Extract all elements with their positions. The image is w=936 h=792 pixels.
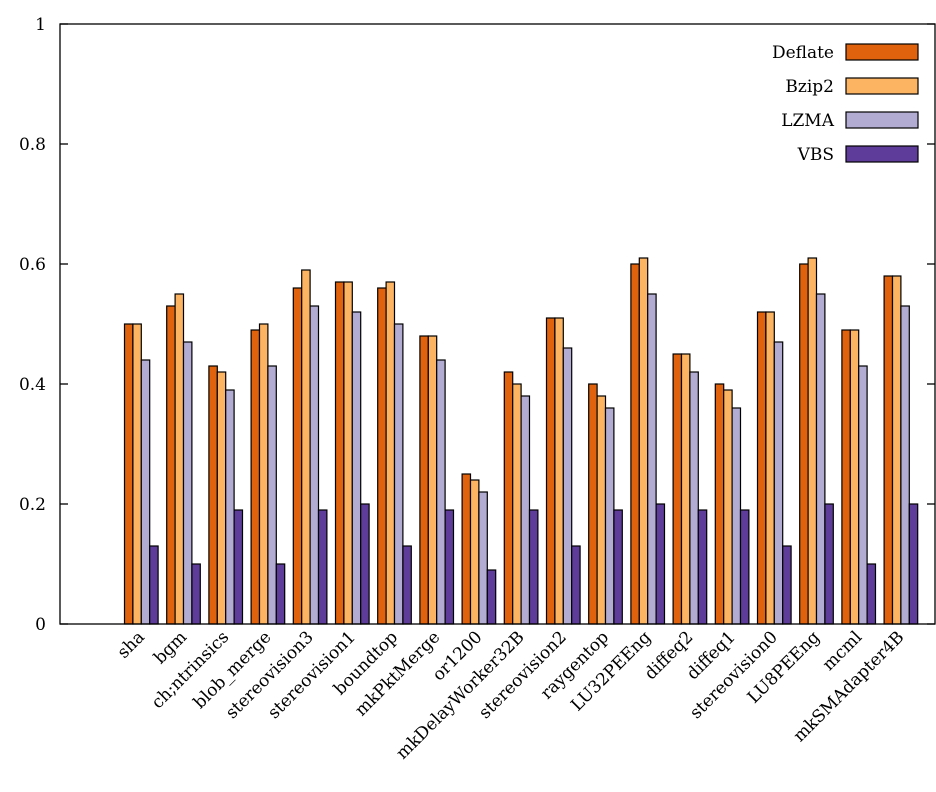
bar-vbs-0 xyxy=(149,545,159,625)
bar-vbs-5 xyxy=(360,503,370,625)
bar-lzma-1 xyxy=(182,341,193,625)
bar-bzip2-10 xyxy=(554,317,564,625)
bar-bzip2-5 xyxy=(343,281,353,625)
bar-bzip2-9 xyxy=(512,383,522,625)
bar-deflate-12 xyxy=(630,263,640,625)
bar-lzma-0 xyxy=(140,359,151,625)
bar-lzma-18 xyxy=(900,305,910,625)
bar-lzma-6 xyxy=(393,323,404,625)
bar-lzma-16 xyxy=(815,293,826,625)
bar-deflate-17 xyxy=(841,329,851,625)
bar-deflate-14 xyxy=(714,383,725,625)
bar-vbs-12 xyxy=(655,503,666,625)
bar-lzma-14 xyxy=(731,407,742,625)
bar-vbs-15 xyxy=(782,545,792,625)
category-labels: sha bgmch;ntrinsicsblob_mergestereovision… xyxy=(114,627,909,763)
y-tick-label: 0.8 xyxy=(19,135,46,155)
bar-deflate-1 xyxy=(166,305,176,625)
bar-bzip2-1 xyxy=(174,293,185,625)
bar-lzma-2 xyxy=(225,389,235,625)
bar-bzip2-16 xyxy=(807,257,818,625)
bar-deflate-13 xyxy=(672,353,683,625)
bar-deflate-10 xyxy=(545,317,556,625)
legend-label-bzip2: Bzip2 xyxy=(785,77,834,97)
bar-vbs-16 xyxy=(824,503,834,625)
bar-bzip2-7 xyxy=(427,335,438,625)
legend-swatch-vbs xyxy=(845,145,919,163)
category-label: sha xyxy=(114,627,149,662)
plot-frame xyxy=(59,23,936,625)
bar-lzma-17 xyxy=(858,365,868,625)
bar-vbs-7 xyxy=(444,509,455,625)
bar-vbs-18 xyxy=(908,503,919,625)
bar-deflate-3 xyxy=(250,329,261,625)
bar-deflate-5 xyxy=(334,281,345,625)
bar-vbs-13 xyxy=(697,509,708,625)
bar-deflate-9 xyxy=(503,371,514,625)
bar-vbs-9 xyxy=(528,509,539,625)
legend-swatch-lzma xyxy=(845,111,919,129)
bar-deflate-11 xyxy=(588,383,598,625)
bar-lzma-7 xyxy=(436,359,446,625)
bar-lzma-15 xyxy=(773,341,784,625)
bar-bzip2-3 xyxy=(258,323,269,625)
bar-bzip2-12 xyxy=(638,257,649,625)
bar-lzma-10 xyxy=(562,347,573,625)
legend-label-vbs: VBS xyxy=(797,145,834,165)
bar-vbs-4 xyxy=(317,509,328,625)
bar-lzma-3 xyxy=(267,365,277,625)
bar-bzip2-4 xyxy=(301,269,311,625)
y-axis-ticks: 0 0.2 0.4 0.6 0.8 1 xyxy=(19,15,935,635)
bar-lzma-5 xyxy=(351,311,362,625)
bar-bzip2-13 xyxy=(680,353,691,625)
bar-bzip2-11 xyxy=(596,395,607,625)
bar-lzma-9 xyxy=(520,395,531,625)
legend-swatch-deflate xyxy=(845,43,919,61)
bar-bzip2-8 xyxy=(469,479,480,625)
bar-vbs-17 xyxy=(866,563,877,625)
legend-label-deflate: Deflate xyxy=(772,43,834,63)
bar-deflate-18 xyxy=(883,275,894,625)
y-tick-label: 0 xyxy=(35,615,46,635)
bar-vbs-1 xyxy=(191,563,201,625)
bar-bzip2-2 xyxy=(216,371,227,625)
bar-deflate-4 xyxy=(292,287,303,625)
bar-deflate-2 xyxy=(208,365,218,625)
bar-bzip2-0 xyxy=(132,323,142,625)
legend: Deflate Bzip2 LZMA VBS xyxy=(772,43,919,165)
bar-vbs-6 xyxy=(402,545,412,625)
bar-bzip2-6 xyxy=(385,281,396,625)
y-tick-label: 1 xyxy=(35,15,46,35)
bar-lzma-8 xyxy=(478,491,488,625)
bar-deflate-15 xyxy=(756,311,767,625)
legend-swatch-bzip2 xyxy=(845,77,919,95)
bar-deflate-0 xyxy=(123,323,134,625)
bar-lzma-11 xyxy=(604,407,615,625)
bar-deflate-7 xyxy=(419,335,429,625)
bar-vbs-10 xyxy=(571,545,581,625)
y-tick-label: 0.6 xyxy=(19,255,46,275)
bar-vbs-11 xyxy=(613,509,623,625)
bar-vbs-3 xyxy=(275,563,286,625)
bar-vbs-2 xyxy=(233,509,244,625)
bar-vbs-8 xyxy=(486,569,497,625)
bar-bzip2-14 xyxy=(723,389,733,625)
bars xyxy=(123,257,919,625)
bar-lzma-13 xyxy=(689,371,699,625)
bar-deflate-16 xyxy=(799,263,809,625)
bar-deflate-8 xyxy=(461,473,472,625)
y-tick-label: 0.2 xyxy=(19,495,46,515)
bar-lzma-12 xyxy=(647,293,657,625)
bar-vbs-14 xyxy=(739,509,750,625)
bar-bzip2-15 xyxy=(765,311,775,625)
bar-bzip2-17 xyxy=(849,329,860,625)
legend-label-lzma: LZMA xyxy=(781,111,835,131)
y-tick-label: 0.4 xyxy=(19,375,46,395)
bar-deflate-6 xyxy=(377,287,387,625)
bar-lzma-4 xyxy=(309,305,320,625)
bar-bzip2-18 xyxy=(891,275,902,625)
